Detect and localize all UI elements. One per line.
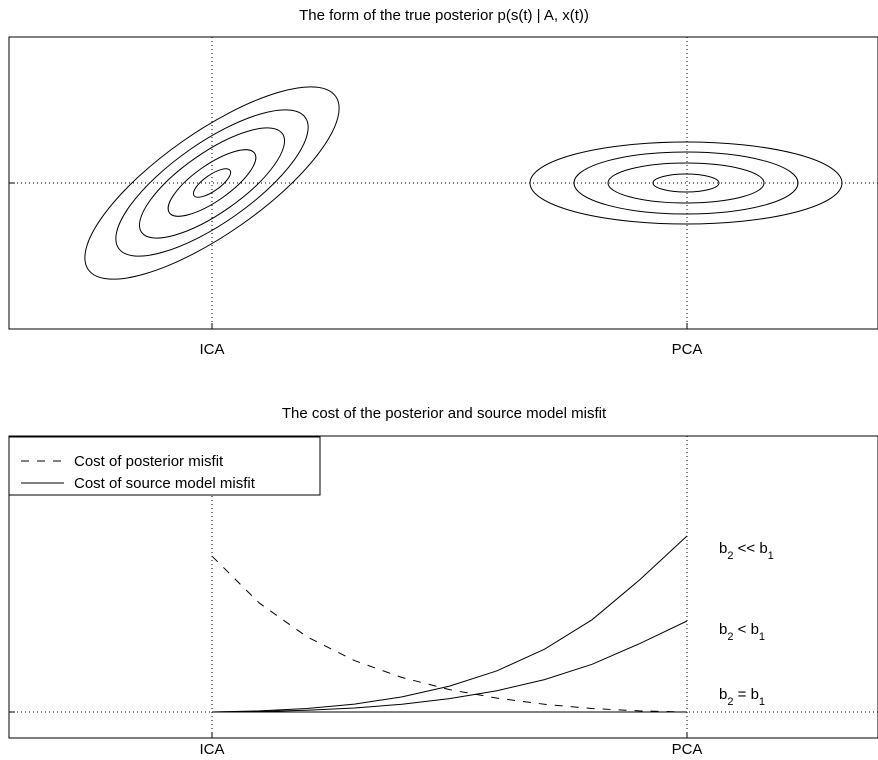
- pca-contour-1: [652, 173, 720, 193]
- ica-contour-series: [84, 86, 340, 280]
- ica-contour-3: [138, 127, 286, 239]
- posterior-xtick-pca: PCA: [672, 341, 703, 358]
- pca-contour-series: [529, 141, 843, 225]
- cost-series: [211, 535, 688, 713]
- cost-title: The cost of the posterior and source mod…: [282, 405, 607, 422]
- legend-label-posterior: Cost of posterior misfit: [74, 453, 224, 470]
- ica-contour-4: [115, 109, 309, 257]
- pca-contour-3: [573, 151, 799, 215]
- posterior-xtick-ica: ICA: [199, 341, 224, 358]
- pca-contour-2: [607, 162, 765, 204]
- posterior-panel: The form of the true posterior p(s(t) | …: [8, 7, 878, 358]
- cost-axes-box: [8, 435, 878, 739]
- ica-contour-2: [167, 149, 257, 217]
- posterior-title: The form of the true posterior p(s(t) | …: [299, 7, 589, 24]
- source-misfit-line-less: [211, 620, 688, 713]
- pca-contour-4: [529, 141, 843, 225]
- legend: Cost of posterior misfit Cost of source …: [8, 436, 321, 496]
- annotation-b2-equal-b1: b2 = b1: [719, 686, 765, 708]
- cost-xtick-ica: ICA: [199, 741, 224, 758]
- annotation-b2-less-b1: b2 < b1: [719, 621, 765, 643]
- annotation-b2-much-less-b1: b2 << b1: [719, 540, 774, 562]
- legend-box: [8, 436, 321, 496]
- ica-contour-5: [84, 86, 340, 280]
- source-misfit-line-much-less: [211, 535, 688, 713]
- legend-label-source: Cost of source model misfit: [74, 475, 256, 492]
- cost-xtick-pca: PCA: [672, 741, 703, 758]
- ica-contour-1: [192, 168, 232, 198]
- cost-panel: The cost of the posterior and source mod…: [8, 405, 878, 758]
- posterior-misfit-line: [211, 555, 688, 713]
- posterior-axes-box: [8, 36, 878, 330]
